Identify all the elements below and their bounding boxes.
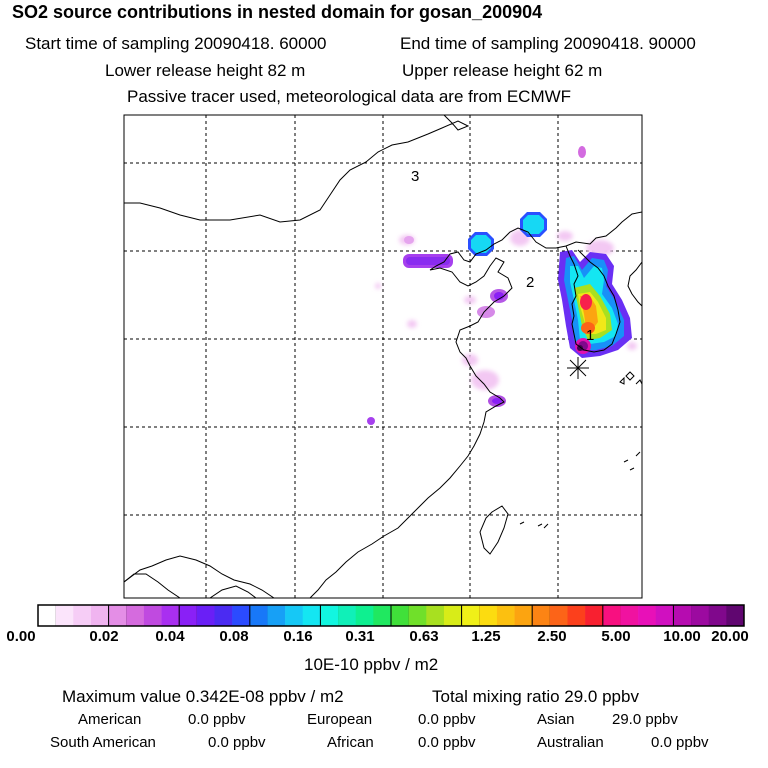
lower-release-height: Lower release height 82 m: [105, 61, 306, 80]
colorbar-cell: [461, 604, 480, 627]
colorbar-cell: [355, 605, 374, 626]
region-value-south-american: 0.0 ppbv: [208, 734, 266, 751]
colorbar-cell: [143, 605, 162, 626]
colorbar-cell: [285, 605, 304, 626]
region-value-european: 0.0 ppbv: [418, 711, 476, 728]
colorbar-cell: [408, 605, 427, 626]
region-value-australian: 0.0 ppbv: [651, 734, 709, 751]
colorbar-cell: [55, 605, 74, 626]
colorbar-cell: [479, 605, 498, 626]
region-value-asian: 29.0 ppbv: [612, 711, 678, 728]
colorbar-cell: [214, 605, 233, 626]
coastlines: [124, 115, 642, 598]
concentration-field: [367, 146, 637, 425]
colorbar-cell: [108, 604, 127, 627]
colorbar-cell: [373, 605, 392, 626]
colorbar-cell: [638, 605, 657, 626]
upper-release-height: Upper release height 62 m: [402, 61, 603, 80]
region-label-2: 2: [526, 274, 534, 291]
plot-title: SO2 source contributions in nested domai…: [12, 2, 543, 22]
colorbar-cell: [673, 604, 692, 627]
colorbar-cell: [549, 605, 568, 626]
colorbar-cell: [90, 605, 109, 626]
region-name-european: European: [307, 711, 373, 728]
colorbar-cell: [390, 604, 410, 627]
colorbar-cell: [267, 605, 286, 626]
region-name-african: African: [327, 734, 374, 751]
region-label-1: 1: [586, 327, 594, 344]
region-name-asian: Asian: [537, 711, 575, 728]
region-value-african: 0.0 ppbv: [418, 734, 476, 751]
colorbar: [37, 604, 745, 627]
region-value-american: 0.0 ppbv: [188, 711, 246, 728]
colorbar-cell: [531, 604, 551, 627]
colorbar-cell: [126, 605, 145, 626]
start-time: Start time of sampling 20090418. 60000: [25, 34, 327, 53]
colorbar-cell: [443, 605, 462, 626]
colorbar-cell: [602, 604, 622, 627]
colorbar-cell: [426, 605, 445, 626]
colorbar-unit: 10E-10 ppbv / m2: [304, 655, 439, 674]
colorbar-tick-label: 1.25: [471, 628, 501, 645]
tracer-info: Passive tracer used, meteorological data…: [127, 87, 572, 106]
region-name-south-american: South American: [50, 734, 156, 751]
total-mixing-ratio: Total mixing ratio 29.0 ppbv: [432, 687, 639, 706]
colorbar-cell: [196, 605, 215, 626]
end-time: End time of sampling 20090418. 90000: [400, 34, 696, 53]
colorbar-cell: [37, 604, 57, 627]
colorbar-tick-label: 10.00: [663, 628, 701, 645]
region-label-3: 3: [411, 168, 419, 185]
colorbar-tick-label: 0.31: [345, 628, 375, 645]
colorbar-cell: [302, 605, 321, 626]
colorbar-cell: [567, 605, 586, 626]
colorbar-cell: [320, 604, 339, 627]
region-name-australian: Australian: [537, 734, 604, 751]
colorbar-tick-label: 2.50: [537, 628, 567, 645]
colorbar-cell: [655, 605, 674, 626]
colorbar-cell: [496, 605, 515, 626]
colorbar-cell: [691, 605, 709, 626]
colorbar-tick-label: 0.04: [155, 628, 185, 645]
colorbar-cell: [514, 605, 533, 626]
colorbar-cell: [338, 605, 356, 626]
colorbar-cell: [249, 604, 269, 627]
colorbar-cell: [726, 605, 745, 626]
colorbar-tick-label: 0.08: [219, 628, 249, 645]
colorbar-cell: [178, 604, 198, 627]
colorbar-tick-label: 0.02: [89, 628, 119, 645]
colorbar-tick-label: 0.16: [283, 628, 313, 645]
colorbar-cell: [620, 605, 639, 626]
colorbar-tick-label: 0.63: [409, 628, 439, 645]
colorbar-cell: [73, 605, 92, 626]
colorbar-tick-label: 0.00: [6, 628, 36, 645]
colorbar-cell: [585, 605, 604, 626]
max-value: Maximum value 0.342E-08 ppbv / m2: [62, 687, 344, 706]
region-name-american: American: [78, 711, 142, 728]
colorbar-cell: [232, 605, 251, 626]
colorbar-tick-label: 20.00: [711, 628, 749, 645]
colorbar-frame: [37, 604, 745, 627]
colorbar-tick-label: 5.00: [601, 628, 631, 645]
receptor-asterisk-icon: [567, 357, 589, 379]
colorbar-cell: [161, 605, 180, 626]
colorbar-cell: [708, 605, 727, 626]
grid-lines: [124, 115, 642, 598]
